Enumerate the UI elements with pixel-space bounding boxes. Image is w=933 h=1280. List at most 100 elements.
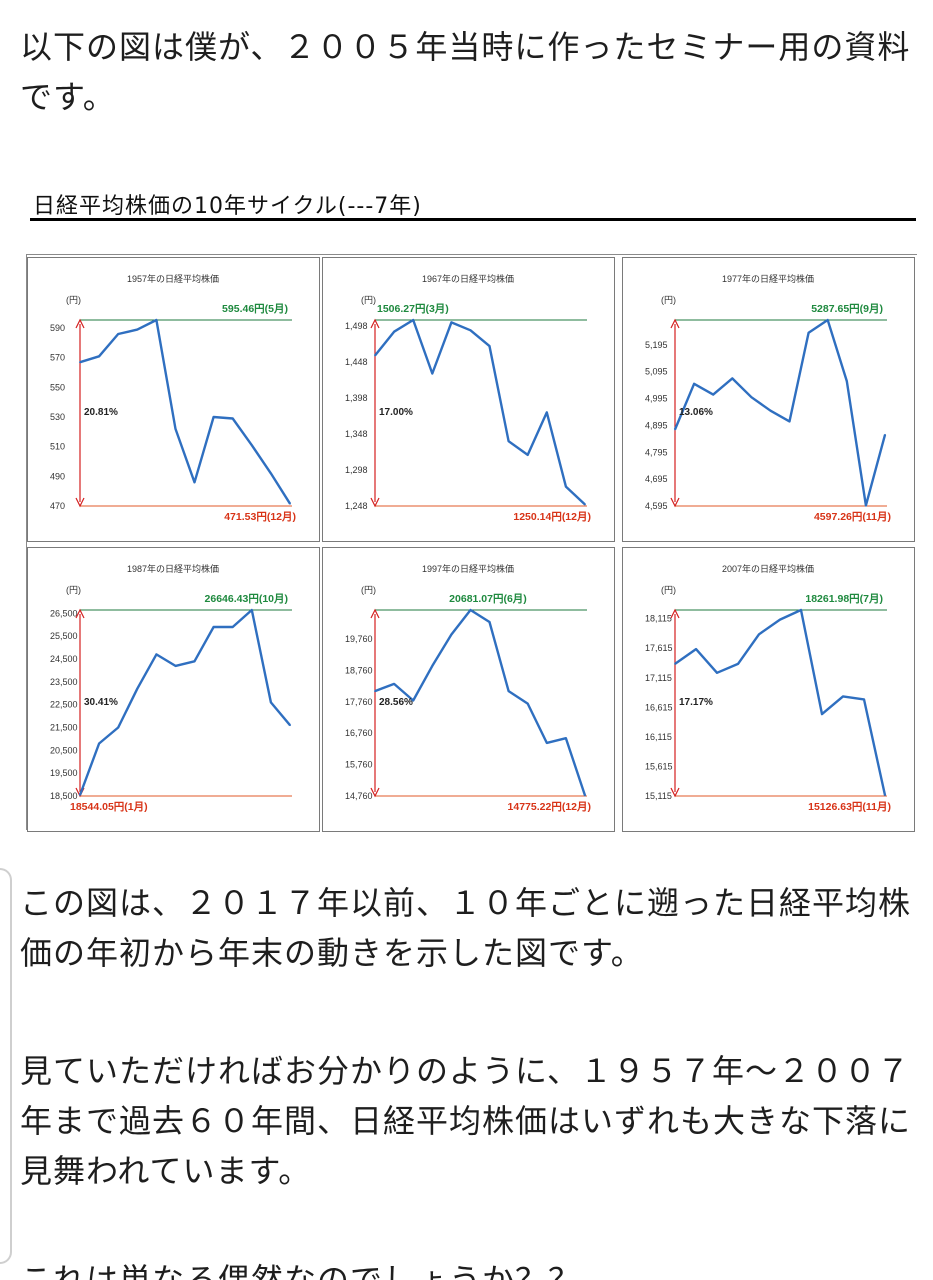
data-point: [488, 621, 491, 623]
data-point: [716, 671, 718, 674]
data-point: [584, 503, 586, 506]
cut-off-paragraph: これは単なる偶然なのでしょうか？？: [20, 1261, 582, 1280]
y-tick-label: 16,615: [645, 702, 673, 712]
chart-panel-1997: 1997年の日経平均株価 (円) 19,760 18,760 17,760 16,760 1…: [322, 547, 615, 832]
chart-panel-2007: 2007年の日経平均株価 (円) 18,115 17,615 17,115 16,615 1…: [622, 547, 915, 832]
drawdown-percent-label: 13.06%: [679, 407, 713, 418]
data-point: [270, 701, 272, 704]
range-arrow-head-bottom: [370, 497, 380, 508]
y-tick-label: 18,760: [345, 665, 373, 675]
data-point: [212, 416, 215, 418]
chart-title: 1957年の日経平均株価: [127, 273, 219, 284]
data-point: [117, 333, 120, 335]
high-label: 5287.65円(9月): [811, 303, 883, 315]
data-point: [788, 420, 791, 423]
y-tick-label: 20,500: [50, 745, 78, 755]
drawdown-percent-label: 20.81%: [84, 407, 118, 418]
chart-svg-1987: 1987年の日経平均株価 (円) 26,500 25,500 24,500 23,500 2…: [50, 563, 292, 813]
y-tick-label: 1,348: [345, 429, 368, 439]
data-point: [412, 699, 415, 702]
y-tick-label: 16,115: [645, 732, 672, 742]
data-point: [750, 396, 753, 399]
range-arrow-head-top: [370, 318, 380, 329]
chart-grid: 1957年の日経平均株価 (円) 590 570 550 530 510 490 470 595.…: [26, 254, 917, 832]
chart-svg-1977: 1977年の日経平均株価 (円) 5,195 5,095 4,995 4,895 4,795…: [645, 273, 891, 523]
y-tick-label: 530: [50, 412, 65, 422]
data-point: [488, 345, 491, 347]
data-point: [289, 724, 291, 727]
y-tick-label: 15,115: [645, 791, 672, 801]
data-point: [412, 319, 415, 321]
chart-title: 1987年の日経平均株価: [127, 563, 219, 574]
data-point: [674, 663, 676, 665]
unit-label: (円): [361, 585, 376, 595]
y-tick-label: 1,398: [345, 393, 368, 403]
y-tick-label: 1,448: [345, 357, 368, 367]
data-point: [507, 690, 510, 692]
data-point: [526, 702, 529, 705]
unit-label: (円): [661, 295, 676, 305]
data-point: [469, 329, 472, 332]
y-tick-label: 23,500: [50, 677, 78, 687]
y-tick-label: 4,695: [645, 474, 668, 484]
data-point: [450, 321, 453, 324]
data-point: [737, 663, 739, 665]
chart-svg-1967: 1967年の日経平均株価 (円) 1,498 1,448 1,398 1,348 1,298…: [345, 273, 591, 523]
chart-panel-1957: 1957年の日経平均株価 (円) 590 570 550 530 510 490 470 595.…: [27, 257, 320, 542]
chart-title: 1997年の日経平均株価: [422, 563, 514, 574]
data-point: [374, 354, 376, 357]
range-arrow-head-top: [670, 318, 680, 329]
chart-panel-1977: 1977年の日経平均株価 (円) 5,195 5,095 4,995 4,895 4,795…: [622, 257, 915, 542]
low-label: 14775.22円(12月): [508, 801, 591, 813]
data-point: [79, 794, 81, 796]
data-point: [731, 377, 734, 380]
data-point: [769, 409, 772, 412]
data-point: [174, 665, 177, 667]
data-point: [193, 481, 196, 484]
data-point: [231, 626, 234, 628]
data-point: [155, 653, 158, 656]
y-tick-label: 17,760: [345, 697, 373, 707]
chart-svg-1997: 1997年の日経平均株価 (円) 19,760 18,760 17,760 16,760 1…: [345, 563, 591, 813]
low-label: 471.53円(12月): [224, 511, 296, 523]
price-line: [78, 608, 291, 796]
range-arrow-head-bottom: [670, 787, 680, 798]
y-tick-label: 26,500: [50, 608, 78, 618]
y-tick-label: 19,500: [50, 768, 78, 778]
y-tick-label: 5,095: [645, 367, 668, 377]
data-point: [842, 695, 844, 698]
data-point: [821, 713, 823, 715]
data-point: [565, 737, 567, 740]
data-point: [270, 472, 272, 475]
range-arrow-head-top: [670, 608, 680, 619]
data-point: [136, 328, 139, 331]
y-tick-label: 24,500: [50, 654, 78, 664]
data-point: [545, 742, 548, 744]
data-point: [136, 687, 139, 690]
unit-label: (円): [66, 295, 81, 305]
range-arrow-head-bottom: [670, 497, 680, 508]
y-tick-label: 4,795: [645, 447, 668, 457]
data-point: [845, 380, 848, 382]
data-point: [450, 633, 453, 636]
data-point: [695, 648, 697, 650]
high-label: 1506.27円(3月): [377, 303, 449, 315]
data-point: [545, 411, 548, 414]
y-tick-label: 510: [50, 442, 65, 452]
data-point: [374, 690, 376, 692]
unit-label: (円): [361, 295, 376, 305]
data-point: [250, 609, 253, 611]
price-line: [79, 318, 292, 505]
low-label: 18544.05円(1月): [70, 801, 148, 813]
intro-paragraph: 以下の図は僕が、２００５年当時に作ったセミナー用の資料です。: [20, 28, 911, 116]
data-point: [231, 417, 234, 420]
y-tick-label: 17,115: [645, 673, 672, 683]
y-tick-label: 19,760: [345, 634, 373, 644]
drawdown-percent-label: 30.41%: [84, 697, 118, 708]
high-label: 18261.98円(7月): [805, 593, 883, 605]
y-tick-label: 15,760: [345, 760, 373, 770]
data-point: [800, 609, 802, 611]
data-point: [712, 393, 715, 396]
range-arrow-head-top: [75, 318, 85, 329]
figure-title: 日経平均株価の10年サイクル(---7年): [33, 194, 422, 219]
